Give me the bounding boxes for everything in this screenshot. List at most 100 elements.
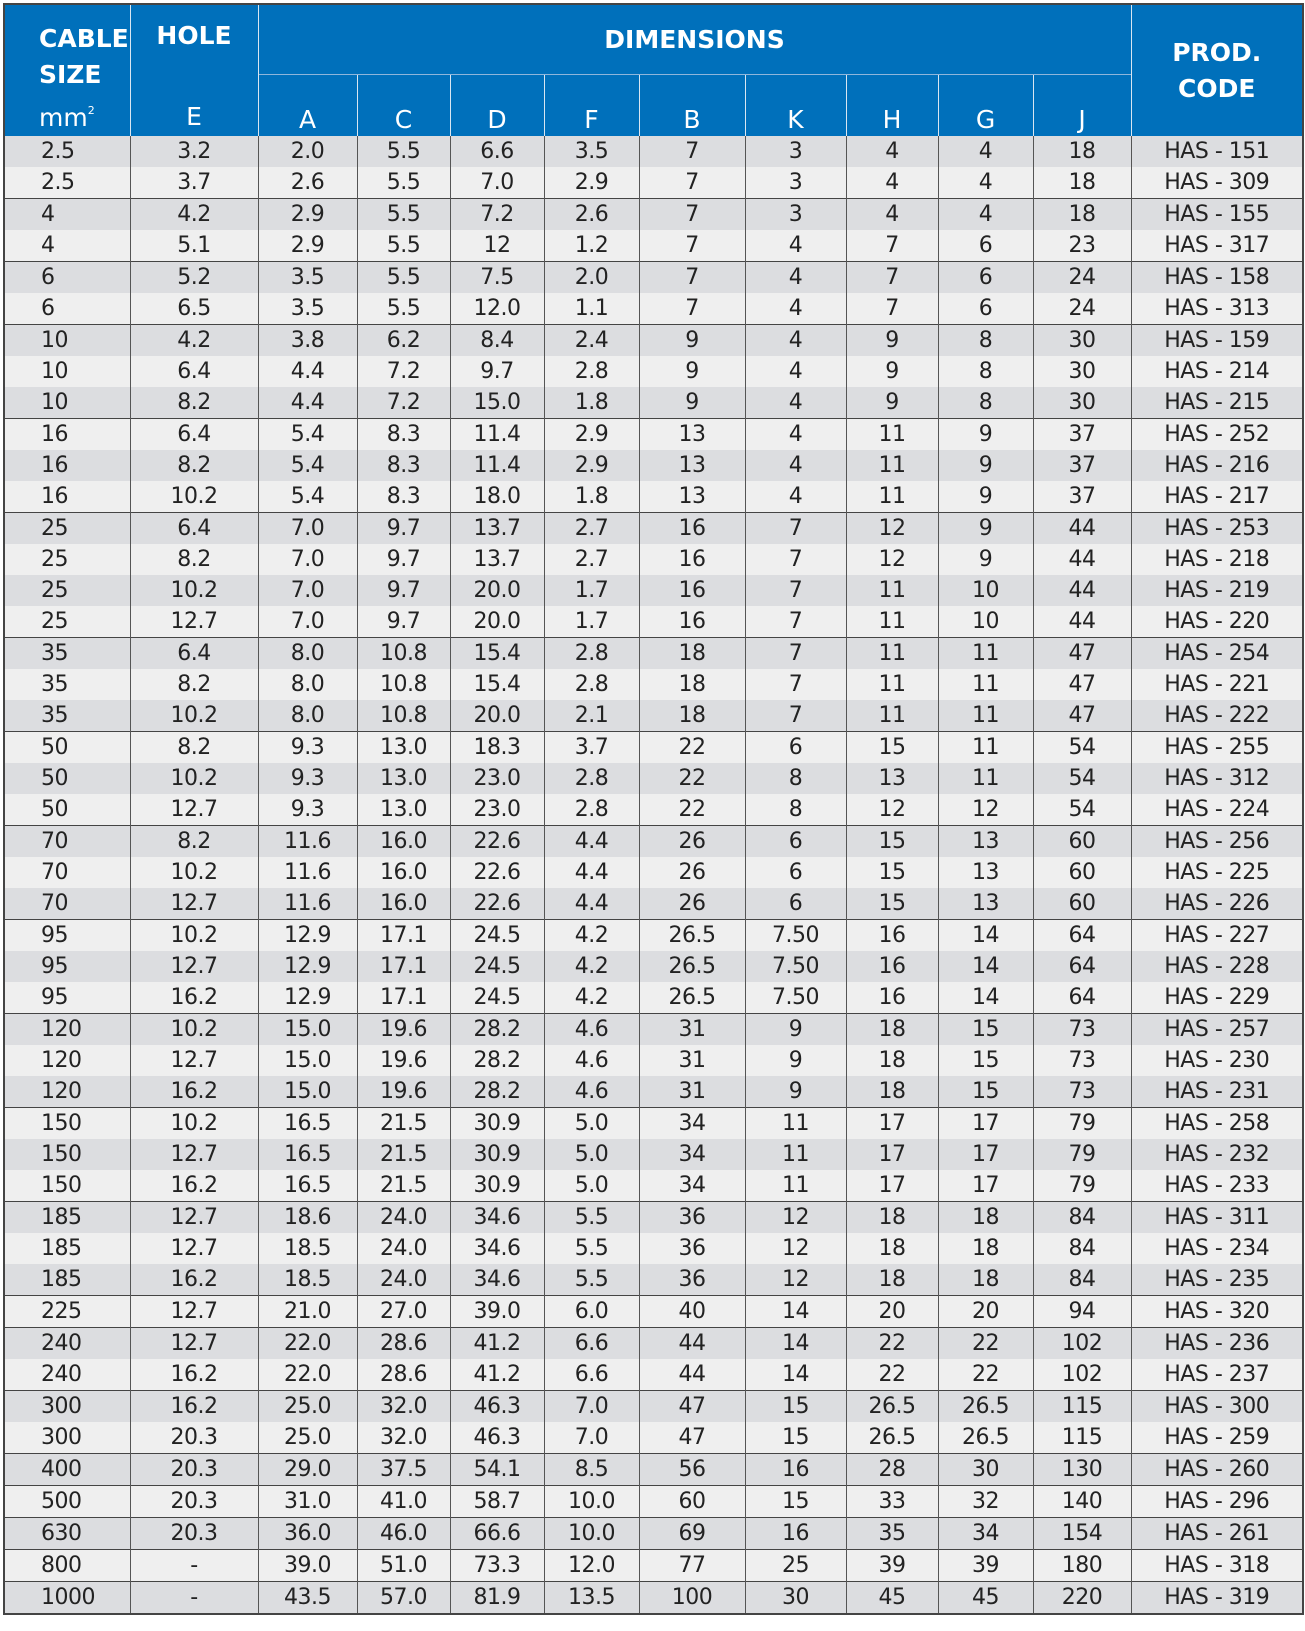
table-cell: 22	[845, 1327, 938, 1359]
table-cell: 34.6	[449, 1201, 544, 1233]
table-cell: HAS - 258	[1130, 1107, 1304, 1139]
table-cell: 18	[1032, 136, 1132, 167]
table-cell: 2.4	[543, 324, 639, 356]
table-row: 70 8.2 11.6 16.0 22.6 4.4 26 6 15 13 60 HAS - 256	[4, 825, 1304, 857]
table-cell: 18	[638, 700, 745, 732]
table-row: 500 20.3 31.0 41.0 58.7 10.0 60 15 33 32 140 HAS - …	[4, 1485, 1304, 1518]
table-cell: 10.2	[129, 1107, 258, 1139]
table-cell: HAS - 233	[1130, 1170, 1304, 1202]
table-cell: 14	[744, 1327, 846, 1359]
table-cell: 22.6	[449, 857, 544, 888]
table-cell: HAS - 219	[1130, 575, 1304, 606]
table-cell: 28	[845, 1453, 938, 1486]
table-cell: 2.8	[543, 637, 639, 669]
table-cell: 1.7	[543, 575, 639, 606]
table-cell: 36	[638, 1201, 745, 1233]
table-cell: 35	[4, 637, 130, 669]
table-cell: 7	[744, 575, 846, 606]
table-cell: 13	[845, 763, 938, 794]
table-cell: 24.0	[356, 1233, 450, 1264]
table-cell: 16.0	[356, 825, 450, 857]
table-cell: 7.50	[744, 982, 846, 1014]
table-cell: 16.2	[129, 1170, 258, 1202]
table-cell: 2.8	[543, 356, 639, 387]
table-cell: 11	[845, 575, 938, 606]
table-cell: HAS - 296	[1130, 1485, 1304, 1518]
table-cell: 11.6	[257, 888, 357, 920]
table-cell: 10.8	[356, 637, 450, 669]
table-cell: 44	[1032, 512, 1132, 544]
table-cell: 140	[1032, 1485, 1132, 1518]
table-cell: 8.0	[257, 700, 357, 732]
table-row: 2.5 3.7 2.6 5.5 7.0 2.9 7 3 4 4 18 HAS - 309	[4, 167, 1304, 199]
table-cell: 12	[845, 544, 938, 575]
table-cell: 81.9	[449, 1581, 544, 1614]
table-row: 10 4.2 3.8 6.2 8.4 2.4 9 4 9 8 30 HAS - 159	[4, 324, 1304, 356]
table-cell: 5.0	[543, 1170, 639, 1202]
table-cell: 24.5	[449, 951, 544, 982]
table-cell: 4	[744, 481, 846, 513]
table-cell: 16	[638, 512, 745, 544]
table-cell: 34	[937, 1517, 1033, 1550]
table-cell: 11	[845, 606, 938, 638]
table-cell: 31	[638, 1045, 745, 1076]
table-row: 50 8.2 9.3 13.0 18.3 3.7 22 6 15 11 54 HAS - 255	[4, 731, 1304, 763]
table-cell: 2.9	[257, 230, 357, 262]
header-dim-c: C	[356, 74, 450, 136]
header-cable-size: CABLE SIZE mm2	[3, 4, 130, 136]
table-cell: 7	[744, 606, 846, 638]
table-cell: 11	[845, 450, 938, 481]
table-cell: 7	[744, 544, 846, 575]
table-cell: HAS - 312	[1130, 763, 1304, 794]
table-cell: 20	[937, 1295, 1033, 1328]
table-cell: 70	[4, 825, 130, 857]
table-cell: 4	[845, 136, 938, 167]
table-cell: -	[129, 1549, 258, 1582]
table-cell: 4.6	[543, 1076, 639, 1108]
table-cell: 6.0	[543, 1295, 639, 1328]
table-cell: HAS - 151	[1130, 136, 1304, 167]
table-cell: 7	[744, 637, 846, 669]
table-cell: 16	[845, 951, 938, 982]
table-cell: 150	[4, 1139, 130, 1170]
table-cell: HAS - 313	[1130, 293, 1304, 325]
table-cell: 4.2	[543, 951, 639, 982]
table-row: 2.5 3.2 2.0 5.5 6.6 3.5 7 3 4 4 18 HAS - 151	[4, 136, 1304, 167]
table-row: 70 12.7 11.6 16.0 22.6 4.4 26 6 15 13 60 HAS - 226	[4, 888, 1304, 920]
table-cell: 18	[845, 1264, 938, 1296]
table-cell: HAS - 317	[1130, 230, 1304, 262]
table-cell: 4	[744, 450, 846, 481]
table-row: 25 10.2 7.0 9.7 20.0 1.7 16 7 11 10 44 HAS - 219	[4, 575, 1304, 606]
table-cell: 27.0	[356, 1295, 450, 1328]
table-cell: 7.0	[257, 544, 357, 575]
table-cell: 20	[845, 1295, 938, 1328]
table-cell: 185	[4, 1201, 130, 1233]
table-cell: 18	[937, 1233, 1033, 1264]
table-cell: HAS - 222	[1130, 700, 1304, 732]
table-cell: 51.0	[356, 1549, 450, 1582]
table-cell: 17.1	[356, 951, 450, 982]
hole-label: HOLE	[156, 21, 232, 50]
table-cell: 25	[744, 1549, 846, 1582]
table-cell: 8.2	[129, 387, 258, 419]
table-cell: 5.5	[356, 198, 450, 230]
table-cell: 7.0	[543, 1390, 639, 1422]
table-cell: 7.50	[744, 919, 846, 951]
table-cell: 6	[937, 293, 1033, 325]
table-row: 50 10.2 9.3 13.0 23.0 2.8 22 8 13 11 54 HAS - 312	[4, 763, 1304, 794]
table-cell: 13	[937, 857, 1033, 888]
table-cell: 11	[937, 731, 1033, 763]
table-cell: 12.7	[129, 1201, 258, 1233]
table-row: 150 16.2 16.5 21.5 30.9 5.0 34 11 17 17 79 HAS - 23…	[4, 1170, 1304, 1202]
table-cell: 6.5	[129, 293, 258, 325]
table-cell: 44	[1032, 575, 1132, 606]
table-cell: 11.6	[257, 857, 357, 888]
table-cell: 4.4	[257, 387, 357, 419]
table-cell: 6	[744, 731, 846, 763]
table-cell: 15	[845, 731, 938, 763]
table-cell: 11.6	[257, 825, 357, 857]
table-cell: 9.7	[356, 575, 450, 606]
table-cell: 10.2	[129, 857, 258, 888]
table-cell: 60	[1032, 857, 1132, 888]
table-row: 120 16.2 15.0 19.6 28.2 4.6 31 9 18 15 73 HAS - 231	[4, 1076, 1304, 1108]
